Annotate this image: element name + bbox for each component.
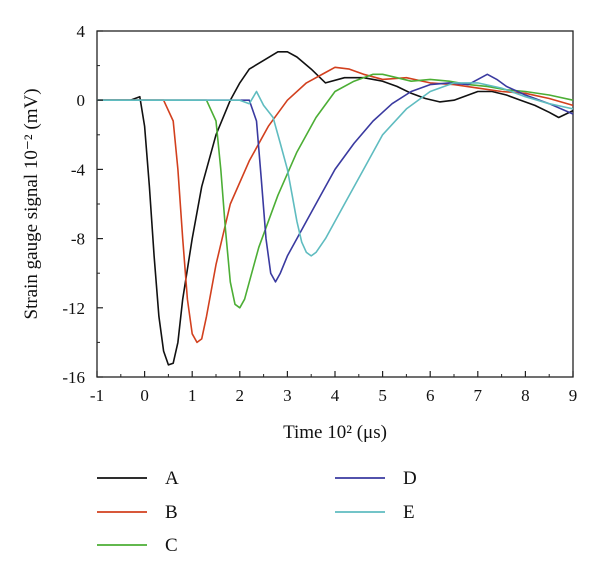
- y-tick-label: -12: [62, 299, 85, 318]
- series-line-A: [97, 50, 574, 366]
- legend-label-C: C: [165, 535, 178, 556]
- y-tick-label: -16: [62, 368, 85, 387]
- x-tick-label: 4: [331, 386, 340, 405]
- y-tick-label: -8: [71, 230, 85, 249]
- series-line-C: [97, 73, 574, 309]
- series-layer: [97, 50, 574, 366]
- tick-layer: -1 0 1 2 3 4 5 6 7 8 9 -16 -12 -8 -4 0 4: [62, 22, 577, 405]
- legend: ABC DE: [97, 468, 417, 556]
- legend-label-B: B: [165, 502, 178, 523]
- x-tick-label: 9: [569, 386, 578, 405]
- x-tick-label: -1: [90, 386, 104, 405]
- y-tick-label: 0: [77, 91, 86, 110]
- legend-label-D: D: [403, 468, 417, 489]
- series-line-E: [97, 82, 574, 257]
- x-tick-label: 8: [521, 386, 530, 405]
- y-tick-label: -4: [71, 160, 86, 179]
- x-tick-label: 3: [283, 386, 292, 405]
- series-line-D: [97, 73, 574, 283]
- y-tick-label: 4: [77, 22, 86, 41]
- x-tick-label: 1: [188, 386, 197, 405]
- x-tick-label: 6: [426, 386, 435, 405]
- legend-label-E: E: [403, 502, 415, 523]
- legend-label-A: A: [165, 468, 179, 489]
- y-axis-title: Strain gauge signal 10⁻² (mV): [21, 88, 42, 319]
- x-tick-label: 5: [378, 386, 387, 405]
- x-axis-title: Time 10² (μs): [283, 422, 387, 443]
- x-tick-label: 2: [236, 386, 245, 405]
- x-tick-label: 0: [140, 386, 149, 405]
- series-line-B: [97, 66, 574, 344]
- x-tick-label: 7: [474, 386, 483, 405]
